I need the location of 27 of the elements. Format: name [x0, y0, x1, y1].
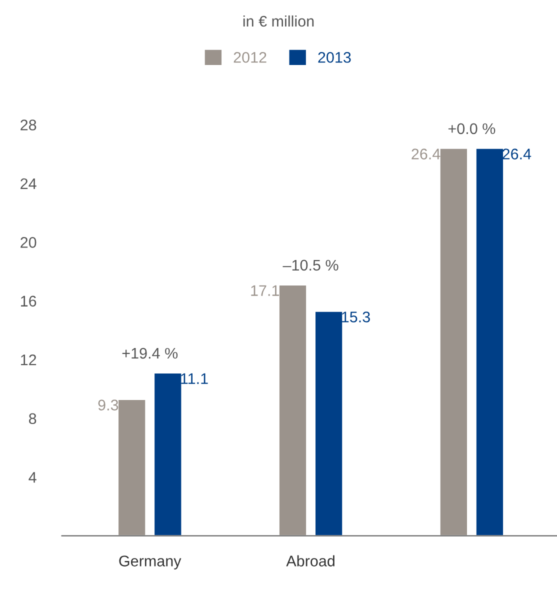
bar	[278, 284, 308, 536]
data-label: 11.1	[181, 373, 208, 384]
bar	[153, 372, 183, 536]
x-tick-label: Abroad	[286, 555, 334, 566]
y-tick-label: 16	[21, 296, 36, 307]
data-label: 9.3	[98, 400, 118, 410]
y-tick-label: 20	[20, 237, 36, 248]
bar	[314, 310, 344, 536]
data-label: 17.1	[251, 285, 279, 296]
annotation: +19.4 %	[122, 348, 178, 359]
y-tick-label: 28	[20, 120, 36, 130]
legend-label: 2013	[318, 52, 351, 63]
legend-label: 2012	[234, 52, 266, 63]
y-tick-label: 24	[20, 178, 36, 189]
data-label: 26.4	[502, 148, 532, 160]
x-tick-label: Germany	[119, 556, 182, 570]
annotation: –10.5 %	[282, 260, 338, 271]
y-tick-label: 12	[21, 354, 36, 366]
data-label: 15.3	[342, 312, 370, 322]
y-tick-label: 8	[28, 413, 36, 424]
chart-title: in € million	[243, 15, 314, 27]
annotation: +0.0 %	[448, 123, 496, 134]
data-label: 26.4	[412, 148, 440, 160]
bar	[117, 398, 147, 536]
y-tick-label: 4	[28, 472, 36, 483]
bar	[475, 148, 504, 536]
bar	[438, 148, 468, 536]
